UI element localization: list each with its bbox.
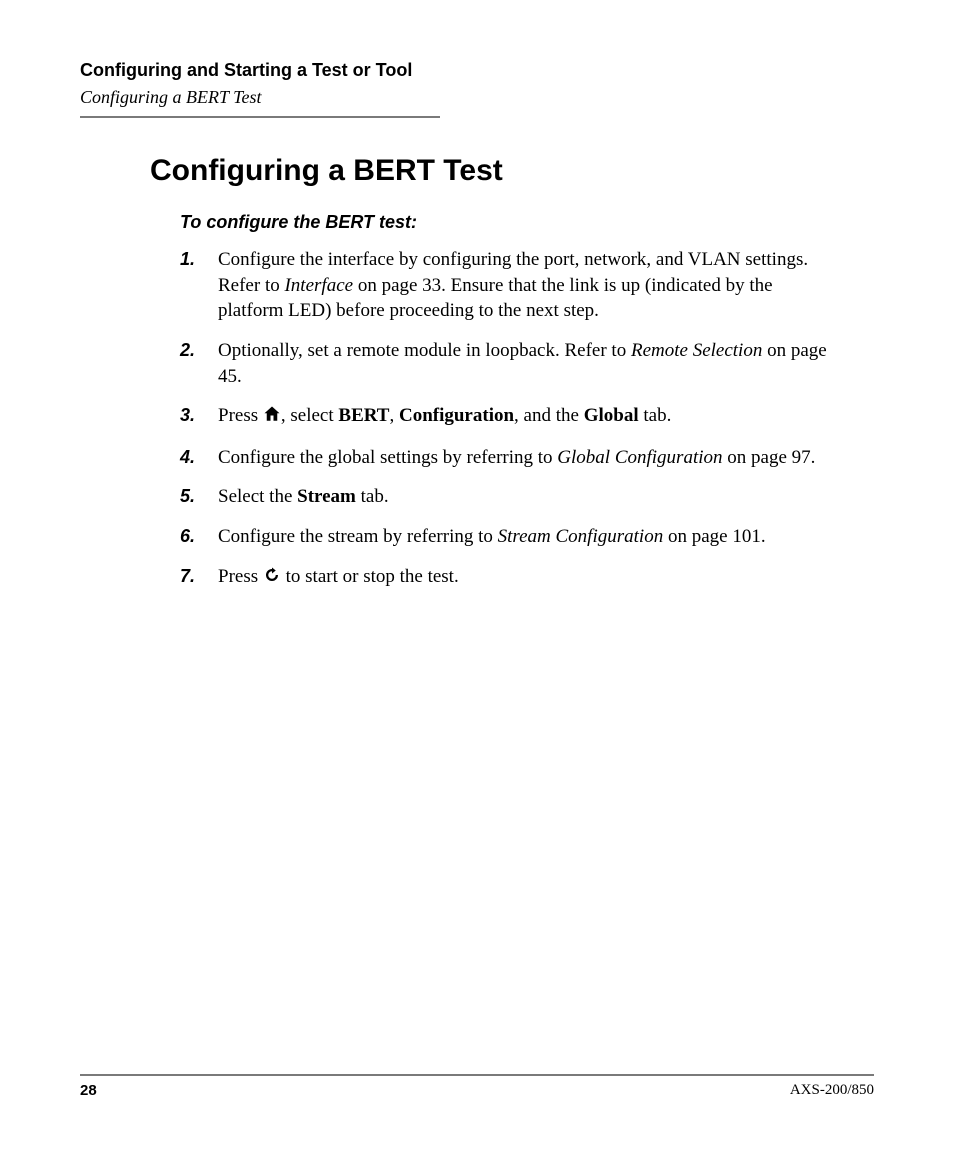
step-text: Global	[584, 405, 639, 426]
page-footer: 28 AXS-200/850	[80, 1074, 874, 1099]
step-text: on page 101.	[663, 526, 765, 547]
step-text: Press	[218, 566, 263, 587]
step-text: Configuration	[399, 405, 514, 426]
step-text: Configure the global settings by referri…	[218, 447, 557, 468]
page-title: Configuring a BERT Test	[150, 154, 874, 188]
step-number: 2.	[180, 338, 195, 362]
document-page: Configuring and Starting a Test or Tool …	[0, 0, 954, 1159]
step-text: , select	[281, 405, 339, 426]
step-text: Configure the stream by referring to	[218, 526, 498, 547]
step-text: Press	[218, 405, 263, 426]
step-text: Remote Selection	[631, 340, 762, 361]
step-number: 1.	[180, 247, 195, 271]
running-header: Configuring and Starting a Test or Tool …	[80, 60, 874, 118]
home-icon	[263, 405, 281, 431]
step-number: 5.	[180, 484, 195, 508]
step-item: 5. Select the Stream tab.	[180, 484, 834, 510]
step-text: on page 97.	[723, 447, 816, 468]
step-text: Stream	[297, 486, 356, 507]
step-number: 4.	[180, 445, 195, 469]
step-item: 4. Configure the global settings by refer…	[180, 445, 834, 471]
lead-in: To configure the BERT test:	[180, 212, 874, 233]
step-text: tab.	[639, 405, 672, 426]
step-number: 6.	[180, 524, 195, 548]
step-text: ,	[389, 405, 399, 426]
step-number: 3.	[180, 403, 195, 427]
step-number: 7.	[180, 564, 195, 588]
step-list: 1.Configure the interface by configuring…	[180, 247, 834, 591]
footer-rule	[80, 1074, 874, 1076]
step-text: , and the	[514, 405, 584, 426]
step-text: Optionally, set a remote module in loopb…	[218, 340, 631, 361]
header-rule	[80, 116, 440, 118]
step-item: 1.Configure the interface by configuring…	[180, 247, 834, 324]
page-number: 28	[80, 1082, 97, 1099]
step-item: 6. Configure the stream by referring to S…	[180, 524, 834, 550]
step-item: 2. Optionally, set a remote module in loo…	[180, 338, 834, 389]
product-id: AXS-200/850	[790, 1082, 874, 1099]
step-text: Interface	[284, 275, 353, 296]
step-text: tab.	[356, 486, 389, 507]
step-text: Global Configuration	[557, 447, 722, 468]
step-item: 3. Press , select BERT, Configuration, an…	[180, 403, 834, 431]
step-text: to start or stop the test.	[281, 566, 459, 587]
loop-icon	[263, 566, 281, 592]
step-text: Stream Configuration	[498, 526, 664, 547]
step-text: BERT	[338, 405, 389, 426]
step-item: 7. Press to start or stop the test.	[180, 564, 834, 592]
chapter-title: Configuring and Starting a Test or Tool	[80, 60, 874, 81]
section-title: Configuring a BERT Test	[80, 87, 874, 108]
step-text: Select the	[218, 486, 297, 507]
